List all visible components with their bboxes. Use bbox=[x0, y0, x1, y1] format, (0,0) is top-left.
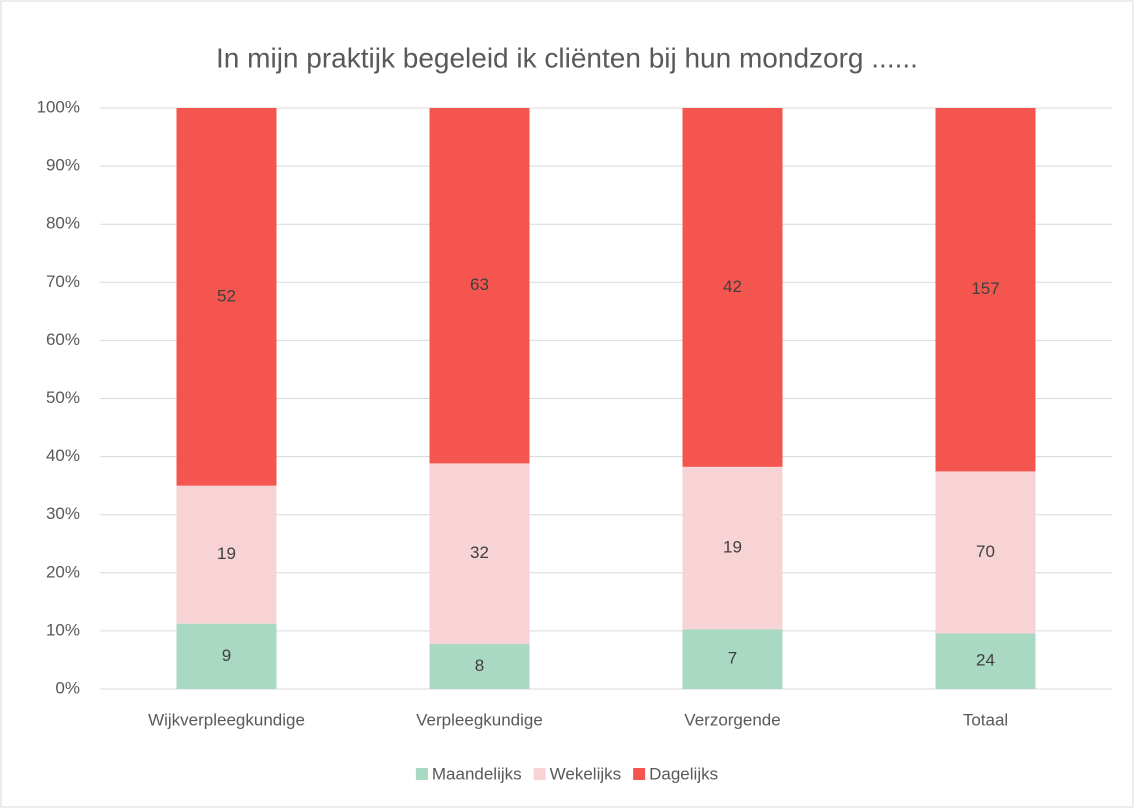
y-tick-label: 60% bbox=[46, 330, 80, 349]
bar-segment bbox=[176, 623, 277, 689]
data-label: 70 bbox=[976, 542, 995, 561]
y-tick-label: 30% bbox=[46, 504, 80, 523]
bar-segment bbox=[429, 643, 530, 689]
bar-segment bbox=[429, 463, 530, 644]
bar-segment bbox=[429, 108, 530, 464]
x-tick-label: Verzorgende bbox=[684, 710, 780, 729]
bar-segment bbox=[935, 471, 1036, 634]
data-label: 24 bbox=[976, 651, 995, 670]
bar-segment bbox=[682, 629, 783, 689]
y-tick-label: 100% bbox=[37, 97, 80, 116]
data-label: 63 bbox=[470, 275, 489, 294]
x-tick-label: Totaal bbox=[963, 710, 1008, 729]
y-tick-label: 70% bbox=[46, 272, 80, 291]
legend-label: Wekelijks bbox=[550, 764, 621, 783]
y-tick-label: 80% bbox=[46, 214, 80, 233]
data-label: 19 bbox=[217, 544, 236, 563]
bar-segment bbox=[682, 108, 783, 467]
legend-label: Dagelijks bbox=[649, 764, 718, 783]
legend-swatch bbox=[415, 768, 428, 780]
bar-segment bbox=[935, 108, 1036, 472]
x-tick-label: Wijkverpleegkundige bbox=[148, 710, 305, 729]
legend-swatch bbox=[633, 768, 646, 780]
y-tick-label: 0% bbox=[55, 678, 80, 697]
data-label: 32 bbox=[470, 543, 489, 562]
x-tick-label: Verpleegkundige bbox=[416, 710, 543, 729]
y-tick-label: 20% bbox=[46, 562, 80, 581]
data-label: 52 bbox=[217, 286, 236, 305]
data-label: 9 bbox=[222, 646, 231, 665]
y-tick-label: 50% bbox=[46, 388, 80, 407]
chart-title: In mijn praktijk begeleid ik cliënten bi… bbox=[216, 42, 918, 73]
bar-segment bbox=[935, 633, 1036, 689]
data-label: 19 bbox=[723, 538, 742, 557]
legend-swatch bbox=[533, 768, 546, 780]
y-tick-label: 10% bbox=[46, 620, 80, 639]
bar-segment bbox=[176, 485, 277, 624]
data-label: 8 bbox=[475, 656, 484, 675]
data-label: 42 bbox=[723, 277, 742, 296]
bar-segment bbox=[682, 466, 783, 630]
y-tick-label: 90% bbox=[46, 156, 80, 175]
y-tick-label: 40% bbox=[46, 446, 80, 465]
bar-segment bbox=[176, 108, 277, 486]
legend-label: Maandelijks bbox=[432, 764, 522, 783]
data-label: 157 bbox=[971, 279, 999, 298]
data-label: 7 bbox=[728, 649, 737, 668]
